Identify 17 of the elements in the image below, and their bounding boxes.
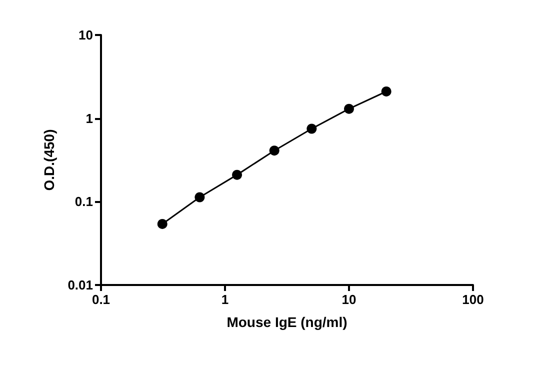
y-axis-title: O.D.(450) xyxy=(41,129,57,191)
point xyxy=(381,86,392,96)
y-tick-label: 0.1 xyxy=(74,194,93,210)
y-tick-label: 1 xyxy=(86,110,93,126)
point xyxy=(157,218,168,229)
x-tick-label: 1 xyxy=(221,292,229,307)
point xyxy=(232,170,242,180)
point xyxy=(306,124,317,134)
point xyxy=(194,192,205,202)
x-tick-label: 100 xyxy=(462,292,484,307)
x-tick-label: 0.1 xyxy=(92,292,110,307)
x-tick-label: 10 xyxy=(342,292,356,307)
point xyxy=(269,146,280,156)
y-tick-label: 10 xyxy=(78,28,93,42)
x-axis-title: Mouse IgE (ng/ml) xyxy=(226,314,348,330)
y-tick-label: 0.01 xyxy=(68,278,93,292)
point xyxy=(344,104,354,114)
